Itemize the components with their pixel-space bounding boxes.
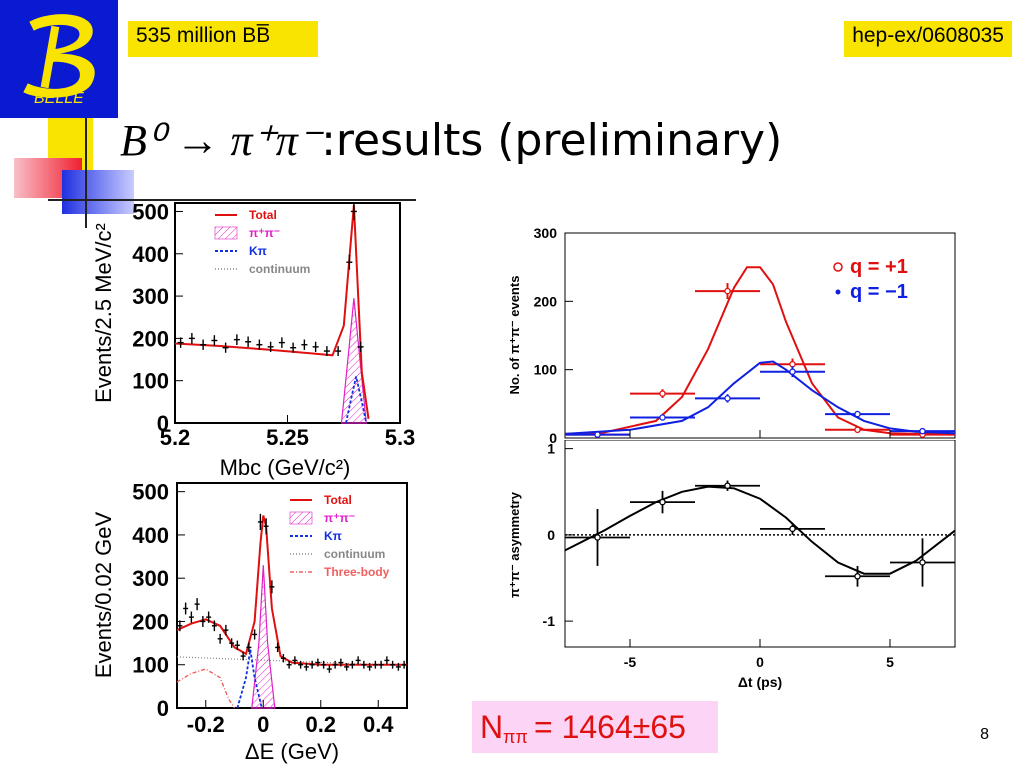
data-point bbox=[594, 431, 601, 438]
y-tick-label: 500 bbox=[132, 199, 169, 224]
page-title: B⁰ → π⁺π⁻:results (preliminary) bbox=[120, 115, 782, 166]
decorative-line bbox=[48, 199, 416, 201]
total-fit-curve bbox=[176, 515, 407, 666]
y-tick-label: 200 bbox=[132, 609, 169, 634]
delta-t-chart: 0 100 200 300 No. of π⁺π⁻ events q = +1 q = −1 bbox=[507, 225, 956, 446]
y-axis-label: No. of π⁺π⁻ events bbox=[507, 276, 522, 395]
legend-label: Total bbox=[324, 493, 352, 507]
data-point bbox=[659, 414, 666, 421]
y-tick-label: 0 bbox=[547, 527, 555, 543]
belle-logo: BELLE bbox=[0, 0, 118, 118]
kpi-component bbox=[345, 376, 368, 424]
decorative-line bbox=[85, 118, 87, 228]
legend-marker-q-minus bbox=[835, 289, 841, 295]
x-tick-label: -0.2 bbox=[187, 712, 225, 737]
legend-swatch bbox=[289, 511, 313, 525]
kpi-component bbox=[236, 649, 263, 709]
data-point bbox=[854, 410, 861, 418]
title-math: B⁰ → π⁺π⁻ bbox=[120, 116, 322, 165]
dataset-label: 535 million BB̅ bbox=[128, 21, 318, 57]
x-tick-label: 5.3 bbox=[385, 425, 416, 450]
y-axis-label: Events/2.5 MeV/c² bbox=[91, 223, 116, 403]
reference-label: hep-ex/0608035 bbox=[844, 21, 1012, 57]
legend-label: Total bbox=[249, 208, 277, 222]
data-point bbox=[724, 287, 731, 295]
legend-marker-q-plus bbox=[833, 262, 843, 272]
mbc-chart: 0 100 200 300 400 500 5.2 5.25 5.3 Mbc (GeV/c²) Ev… bbox=[91, 199, 416, 480]
y-tick-label: -1 bbox=[543, 613, 556, 629]
asymmetry-chart: -1 0 1 -5 0 5 Δt (ps) π⁺π⁻ asymmetry bbox=[507, 440, 956, 690]
y-tick-label: 400 bbox=[132, 523, 169, 548]
x-tick-label: 0.2 bbox=[305, 712, 336, 737]
y-tick-label: 300 bbox=[132, 284, 169, 309]
x-tick-label: 0.4 bbox=[363, 712, 394, 737]
plot-frame bbox=[564, 440, 956, 648]
x-tick-label: 5.25 bbox=[266, 425, 309, 450]
y-tick-label: 0 bbox=[157, 696, 169, 721]
legend-label: π⁺π⁻ bbox=[324, 511, 355, 525]
pipi-component bbox=[340, 298, 367, 424]
y-tick-label: 0 bbox=[157, 411, 169, 436]
belle-logo-mark bbox=[23, 14, 95, 98]
y-tick-label: 0 bbox=[549, 430, 557, 446]
y-axis-label: π⁺π⁻ asymmetry bbox=[507, 491, 522, 598]
x-tick-label: -5 bbox=[624, 654, 637, 670]
data-point bbox=[659, 390, 666, 397]
legend-swatch bbox=[214, 226, 238, 240]
fit-curve-q-plus bbox=[564, 266, 955, 435]
legend-label: q = +1 bbox=[850, 256, 908, 278]
y-tick-label: 300 bbox=[132, 566, 169, 591]
data-point bbox=[659, 498, 666, 506]
y-tick-label: 200 bbox=[534, 293, 558, 309]
x-axis-label: ΔE (GeV) bbox=[245, 739, 339, 764]
logo-text: BELLE bbox=[34, 90, 84, 107]
y-tick-label: 400 bbox=[132, 242, 169, 267]
fit-curve bbox=[564, 485, 956, 575]
page-number: 8 bbox=[980, 726, 989, 743]
y-tick-label: 100 bbox=[132, 369, 169, 394]
x-tick-label: 5 bbox=[886, 654, 894, 670]
x-axis-label: Mbc (GeV/c²) bbox=[220, 455, 351, 480]
total-fit-curve bbox=[174, 205, 370, 419]
data-point bbox=[789, 360, 796, 368]
data-point bbox=[594, 534, 601, 541]
decorative-square-blue bbox=[62, 170, 134, 214]
legend-label: q = −1 bbox=[850, 281, 908, 303]
legend-label: continuum bbox=[249, 262, 310, 276]
y-tick-label: 100 bbox=[132, 653, 169, 678]
data-point bbox=[919, 559, 926, 566]
y-tick-label: 200 bbox=[132, 326, 169, 351]
yield-label: N bbox=[480, 709, 504, 745]
data-point bbox=[724, 395, 731, 402]
legend-label: Kπ bbox=[249, 244, 267, 258]
data-point bbox=[789, 368, 796, 375]
y-tick-label: 500 bbox=[132, 480, 169, 505]
y-axis-label: Events/0.02 GeV bbox=[91, 512, 116, 679]
data-point bbox=[724, 482, 731, 489]
legend-label: π⁺π⁻ bbox=[249, 226, 280, 240]
title-text: :results (preliminary) bbox=[321, 115, 783, 166]
three-body-component bbox=[176, 668, 236, 709]
fit-curve-q-minus bbox=[564, 360, 956, 435]
pipi-component bbox=[251, 565, 276, 709]
delta-e-chart: 0 100 200 300 400 500 -0.2 0 0.2 0.4 ΔE (GeV) Event… bbox=[91, 480, 408, 764]
data-point bbox=[854, 426, 861, 434]
y-tick-label: 100 bbox=[534, 362, 558, 378]
x-tick-label: 0 bbox=[756, 654, 764, 670]
y-tick-label: 300 bbox=[534, 225, 558, 241]
yield-value: = 1464±65 bbox=[534, 709, 686, 745]
x-tick-label: 0 bbox=[257, 712, 269, 737]
y-tick-label: 1 bbox=[547, 441, 555, 457]
data-point bbox=[854, 573, 861, 580]
legend-label: Kπ bbox=[324, 529, 342, 543]
data-point bbox=[919, 427, 926, 435]
x-axis-label: Δt (ps) bbox=[738, 674, 782, 690]
data-point bbox=[789, 525, 796, 533]
legend-label: Three-body bbox=[324, 565, 390, 579]
legend-label: continuum bbox=[324, 547, 385, 561]
plot-frame bbox=[174, 202, 401, 424]
x-tick-label: 5.2 bbox=[160, 425, 191, 450]
yield-subscript: ππ bbox=[503, 727, 528, 747]
